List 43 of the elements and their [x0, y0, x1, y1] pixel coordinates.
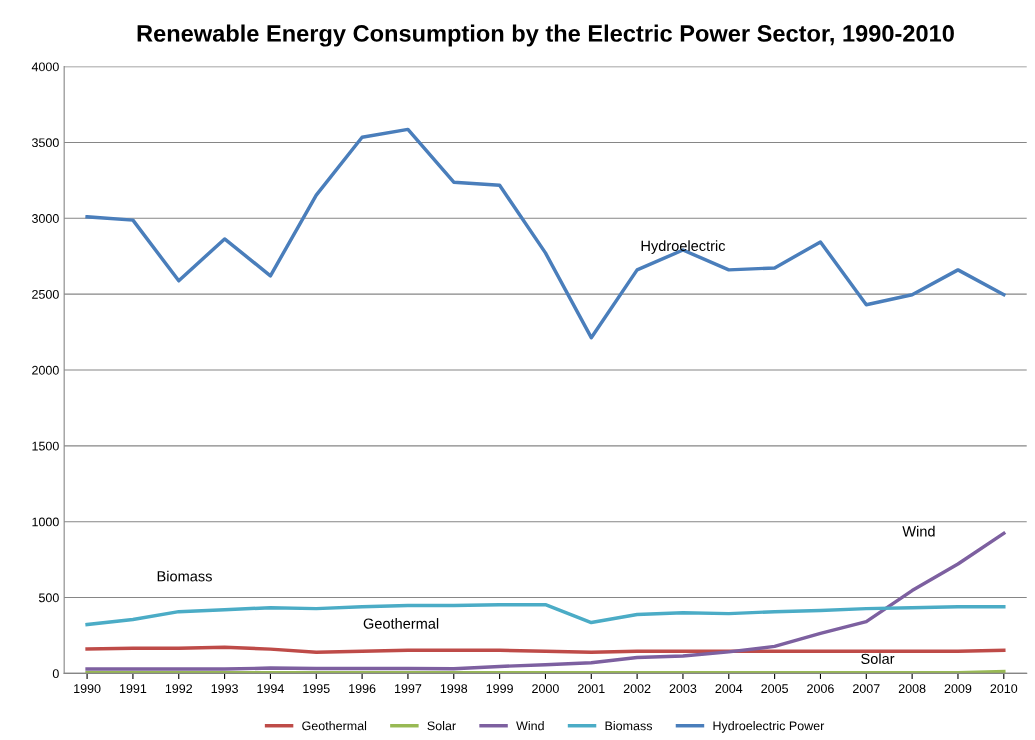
- legend-label: Hydroelectric Power: [713, 721, 825, 733]
- x-tick-label: 2008: [898, 684, 926, 693]
- annotation: Solar: [861, 653, 895, 664]
- x-tick-label: 2004: [715, 684, 743, 693]
- x-tick-label: 1992: [165, 684, 193, 693]
- x-tick-label: 1993: [211, 684, 238, 693]
- x-tick-label: 2006: [807, 684, 834, 693]
- y-tick-label: 2500: [32, 289, 59, 299]
- line-series: [85, 127, 1006, 340]
- x-tick-label: 2010: [990, 684, 1018, 693]
- x-tick-label: 2009: [944, 684, 972, 693]
- x-tick-label: 1997: [394, 684, 422, 693]
- x-tick-label: 2000: [532, 684, 559, 693]
- legend-label: Geothermal: [302, 721, 367, 731]
- x-tick-label: 2005: [761, 684, 788, 693]
- legend-label: Biomass: [605, 721, 653, 731]
- y-tick-label: 4000: [31, 62, 59, 72]
- annotation: Biomass: [157, 570, 212, 582]
- x-tick-label: 1995: [303, 684, 330, 693]
- y-tick-label: 3500: [31, 138, 59, 148]
- line-series: [85, 602, 1006, 627]
- annotation: Hydroelectric: [641, 240, 726, 254]
- x-tick-label: 2007: [853, 684, 880, 693]
- x-tick-label: 1990: [74, 684, 101, 693]
- x-tick-label: 1996: [349, 684, 376, 693]
- y-tick-label: 0: [52, 669, 59, 679]
- x-tick-label: 1999: [486, 684, 513, 693]
- y-tick-label: 1000: [32, 517, 59, 527]
- x-tick-label: 2003: [669, 684, 697, 693]
- x-tick-label: 2002: [623, 684, 651, 693]
- chart-title: Renewable Energy Consumption by the Electric Power Sector, 1990-2010: [137, 24, 954, 47]
- annotation: Geothermal: [363, 618, 439, 629]
- x-tick-label: 1998: [440, 684, 468, 693]
- y-tick-label: 3000: [31, 214, 59, 223]
- annotation: Wind: [902, 525, 935, 537]
- y-tick-label: 500: [38, 593, 59, 603]
- x-tick-label: 2001: [578, 684, 605, 693]
- x-tick-label: 1991: [119, 684, 147, 693]
- legend-label: Wind: [516, 721, 544, 731]
- y-tick-label: 2000: [32, 365, 59, 375]
- x-tick-label: 1994: [257, 684, 284, 693]
- y-tick-label: 1500: [32, 441, 59, 451]
- legend-label: Solar: [427, 721, 456, 731]
